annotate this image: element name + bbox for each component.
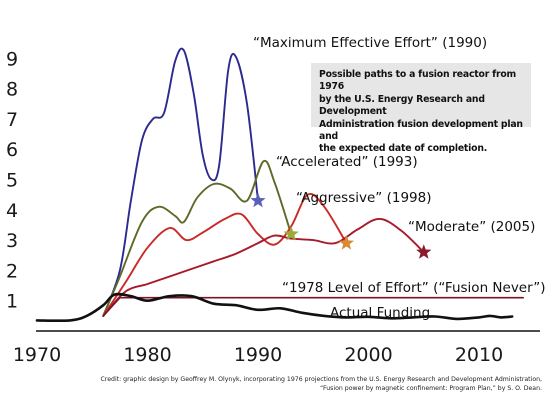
x-tick-label: 1980 <box>123 344 171 366</box>
end-marker-1993 <box>283 226 299 241</box>
x-tick-label: 1970 <box>13 344 61 366</box>
y-tick-label: 5 <box>6 170 18 192</box>
annotation-line: Possible paths to a fusion reactor from … <box>319 69 517 93</box>
label-fusion-never: “1978 Level of Effort” (“Fusion Never”) <box>282 280 546 296</box>
credit-line-2: “Fusion power by magnetic confinement: P… <box>320 385 542 392</box>
y-tick-label: 3 <box>6 230 18 252</box>
series-line-actual-funding <box>35 292 514 323</box>
series-line-maximum-effective-effort <box>102 47 259 317</box>
y-tick-label: 7 <box>6 109 18 131</box>
series-line-moderate <box>102 217 425 317</box>
label-accelerated: “Accelerated” (1993) <box>276 154 418 170</box>
y-tick-label: 9 <box>6 48 18 70</box>
y-tick-label: 4 <box>6 200 18 222</box>
end-markers <box>250 192 432 259</box>
annotation-line: by the U.S. Energy Research and Developm… <box>319 93 485 118</box>
annotation-line: the expected date of completion. <box>319 143 488 155</box>
series-line-aggressive <box>102 192 348 317</box>
label-moderate: “Moderate” (2005) <box>408 219 535 235</box>
series-lines <box>35 47 524 323</box>
x-tick-label: 2000 <box>344 344 392 366</box>
series-line-fusion-never <box>102 296 524 317</box>
x-tick-labels: 1970 1980 1990 2000 2010 <box>13 344 503 366</box>
x-tick-label: 2010 <box>455 344 503 366</box>
y-tick-labels: 1 2 3 4 5 6 7 8 9 <box>6 48 18 312</box>
annotation-line: Administration fusion development plan a… <box>319 118 523 143</box>
annotation-box: Possible paths to a fusion reactor from … <box>311 63 531 154</box>
y-tick-label: 6 <box>6 139 18 161</box>
y-tick-label: 8 <box>6 79 18 101</box>
x-tick-label: 1990 <box>234 344 282 366</box>
label-actual-funding: Actual Funding <box>330 305 430 321</box>
label-max-effective-effort: “Maximum Effective Effort” (1990) <box>253 35 487 51</box>
end-marker-2005 <box>416 244 432 259</box>
y-tick-label: 1 <box>6 291 18 313</box>
y-tick-label: 2 <box>6 260 18 282</box>
end-marker-1998 <box>338 235 354 250</box>
credit-note: Credit: graphic design by Geoffrey M. Ol… <box>0 375 542 393</box>
series-line-accelerated <box>102 159 293 317</box>
label-aggressive: “Aggressive” (1998) <box>296 190 431 206</box>
annotation-text: Possible paths to a fusion reactor from … <box>319 69 525 156</box>
end-marker-1990 <box>250 192 266 208</box>
credit-line-1: Credit: graphic design by Geoffrey M. Ol… <box>100 376 542 383</box>
